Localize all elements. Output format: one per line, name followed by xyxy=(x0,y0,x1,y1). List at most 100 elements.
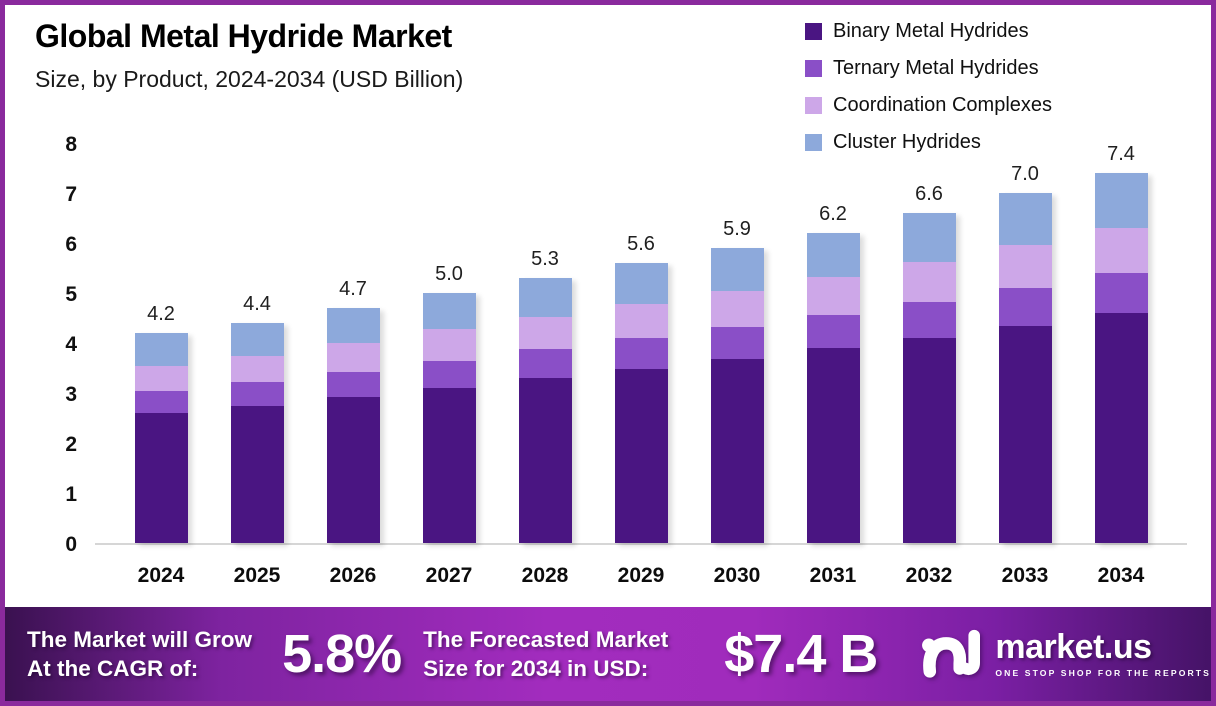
cagr-label: The Market will Grow At the CAGR of: xyxy=(27,625,262,684)
bar-segment-ternary-metal-hydrides xyxy=(518,349,572,378)
cagr-label-line1: The Market will Grow xyxy=(27,626,253,652)
y-axis-tick-label: 7 xyxy=(65,183,77,206)
stacked-bar xyxy=(614,263,668,543)
bar-total-label: 4.4 xyxy=(243,293,271,315)
bar-segment-ternary-metal-hydrides xyxy=(614,338,668,369)
plot-area: 4.2 2024 4.4 2025 4.7 2026 5.0 2027 5.3 2028 5.6 20… xyxy=(95,143,1187,587)
bar-column: 5.6 2029 xyxy=(614,145,668,587)
bar-total-label: 5.0 xyxy=(435,263,463,285)
page-title: Global Metal Hydride Market xyxy=(35,18,452,54)
x-axis-tick-label: 2034 xyxy=(1097,564,1145,587)
bar-segment-binary-metal-hydrides xyxy=(326,396,380,543)
bar-segment-ternary-metal-hydrides xyxy=(230,381,284,406)
bar-segment-cluster-hydrides xyxy=(998,193,1052,245)
x-axis-tick-label: 2033 xyxy=(1001,564,1049,587)
bar-column: 7.4 2034 xyxy=(1094,143,1148,587)
legend-label: Cluster Hydrides xyxy=(833,131,981,153)
bar-segment-cluster-hydrides xyxy=(326,308,380,343)
bar-segment-cluster-hydrides xyxy=(902,213,956,262)
bar-total-label: 7.0 xyxy=(1011,163,1039,185)
bar-segment-cluster-hydrides xyxy=(422,293,476,329)
legend-swatch xyxy=(805,134,822,151)
stacked-bar xyxy=(422,293,476,543)
x-axis-tick-label: 2031 xyxy=(809,564,857,587)
footer-banner: The Market will Grow At the CAGR of: 5.8… xyxy=(5,607,1211,701)
marketus-logo: market.us ONE STOP SHOP FOR THE REPORTS xyxy=(921,626,1211,682)
bar-segment-coordination-complexes xyxy=(326,343,380,372)
y-axis-tick-label: 3 xyxy=(65,383,77,406)
legend-label: Coordination Complexes xyxy=(833,94,1053,116)
stacked-bar xyxy=(902,213,956,543)
y-axis-tick-label: 6 xyxy=(65,233,77,256)
legend-item: Ternary Metal Hydrides xyxy=(805,50,1052,87)
bar-segment-binary-metal-hydrides xyxy=(902,338,956,543)
bar-total-label: 4.2 xyxy=(147,303,175,325)
stacked-bar xyxy=(1094,173,1148,543)
bar-segment-binary-metal-hydrides xyxy=(518,378,572,543)
bar-segment-ternary-metal-hydrides xyxy=(1094,273,1148,313)
legend-label: Ternary Metal Hydrides xyxy=(833,57,1039,79)
bar-column: 5.9 2030 xyxy=(710,145,764,587)
legend-item: Binary Metal Hydrides xyxy=(805,13,1052,50)
bar-total-label: 5.3 xyxy=(531,248,559,270)
legend-swatch xyxy=(805,23,822,40)
chart-header: Global Metal Hydride Market Size, by Pro… xyxy=(35,18,463,93)
page-subtitle: Size, by Product, 2024-2034 (USD Billion… xyxy=(35,66,464,92)
legend-label: Binary Metal Hydrides xyxy=(833,20,1029,42)
bar-segment-ternary-metal-hydrides xyxy=(326,371,380,397)
bar-segment-binary-metal-hydrides xyxy=(998,325,1052,543)
forecast-label-line1: The Forecasted Market xyxy=(423,626,669,652)
x-axis-tick-label: 2026 xyxy=(329,564,377,587)
forecast-value: $7.4 B xyxy=(724,624,878,684)
forecast-label: The Forecasted Market Size for 2034 in U… xyxy=(423,625,668,684)
bar-segment-ternary-metal-hydrides xyxy=(710,327,764,359)
chart-legend: Binary Metal Hydrides Ternary Metal Hydri… xyxy=(805,13,1052,161)
bar-column: 5.0 2027 xyxy=(422,145,476,587)
y-axis-tick-label: 4 xyxy=(65,333,77,356)
bar-segment-coordination-complexes xyxy=(998,245,1052,288)
bar-total-label: 6.6 xyxy=(915,183,943,205)
bar-segment-cluster-hydrides xyxy=(806,233,860,277)
marketus-logo-text: market.us ONE STOP SHOP FOR THE REPORTS xyxy=(995,630,1211,678)
bar-segment-coordination-complexes xyxy=(1094,228,1148,273)
stacked-bar xyxy=(806,233,860,543)
bar-segment-coordination-complexes xyxy=(614,304,668,338)
bar-segment-coordination-complexes xyxy=(230,355,284,382)
cagr-label-line2: At the CAGR of: xyxy=(27,656,199,681)
bar-column: 4.7 2026 xyxy=(326,145,380,587)
legend-swatch xyxy=(805,60,822,77)
bar-segment-cluster-hydrides xyxy=(1094,173,1148,228)
bar-total-label: 6.2 xyxy=(819,203,847,225)
cagr-value: 5.8% xyxy=(282,624,402,684)
bar-segment-coordination-complexes xyxy=(710,290,764,327)
stacked-bar xyxy=(326,308,380,543)
brand-tagline: ONE STOP SHOP FOR THE REPORTS xyxy=(995,668,1211,678)
bar-column: 4.2 2024 xyxy=(134,145,188,587)
stacked-bar xyxy=(134,333,188,543)
x-axis-tick-label: 2029 xyxy=(617,564,665,587)
bar-segment-binary-metal-hydrides xyxy=(422,388,476,543)
x-axis-tick-label: 2030 xyxy=(713,564,761,587)
bar-segment-binary-metal-hydrides xyxy=(230,405,284,543)
bar-column: 7.0 2033 xyxy=(998,145,1052,587)
bar-segment-binary-metal-hydrides xyxy=(134,413,188,543)
bar-segment-coordination-complexes xyxy=(902,261,956,302)
bar-column: 6.2 2031 xyxy=(806,145,860,587)
bar-segment-ternary-metal-hydrides xyxy=(806,315,860,348)
stacked-bar xyxy=(710,248,764,543)
bar-segment-ternary-metal-hydrides xyxy=(998,288,1052,326)
forecast-label-line2: Size for 2034 in USD: xyxy=(423,656,649,681)
brand-name: market.us xyxy=(995,628,1152,666)
y-axis: 0 1 2 3 4 5 6 7 8 xyxy=(33,133,77,556)
bar-segment-ternary-metal-hydrides xyxy=(422,360,476,388)
bar-segment-coordination-complexes xyxy=(806,277,860,315)
stacked-bar xyxy=(230,323,284,543)
legend-swatch xyxy=(805,97,822,114)
legend-item: Coordination Complexes xyxy=(805,87,1052,124)
y-axis-tick-label: 8 xyxy=(65,133,77,156)
stacked-bar xyxy=(998,193,1052,543)
bar-segment-cluster-hydrides xyxy=(230,323,284,356)
bar-segment-ternary-metal-hydrides xyxy=(134,390,188,413)
bar-segment-cluster-hydrides xyxy=(710,248,764,291)
